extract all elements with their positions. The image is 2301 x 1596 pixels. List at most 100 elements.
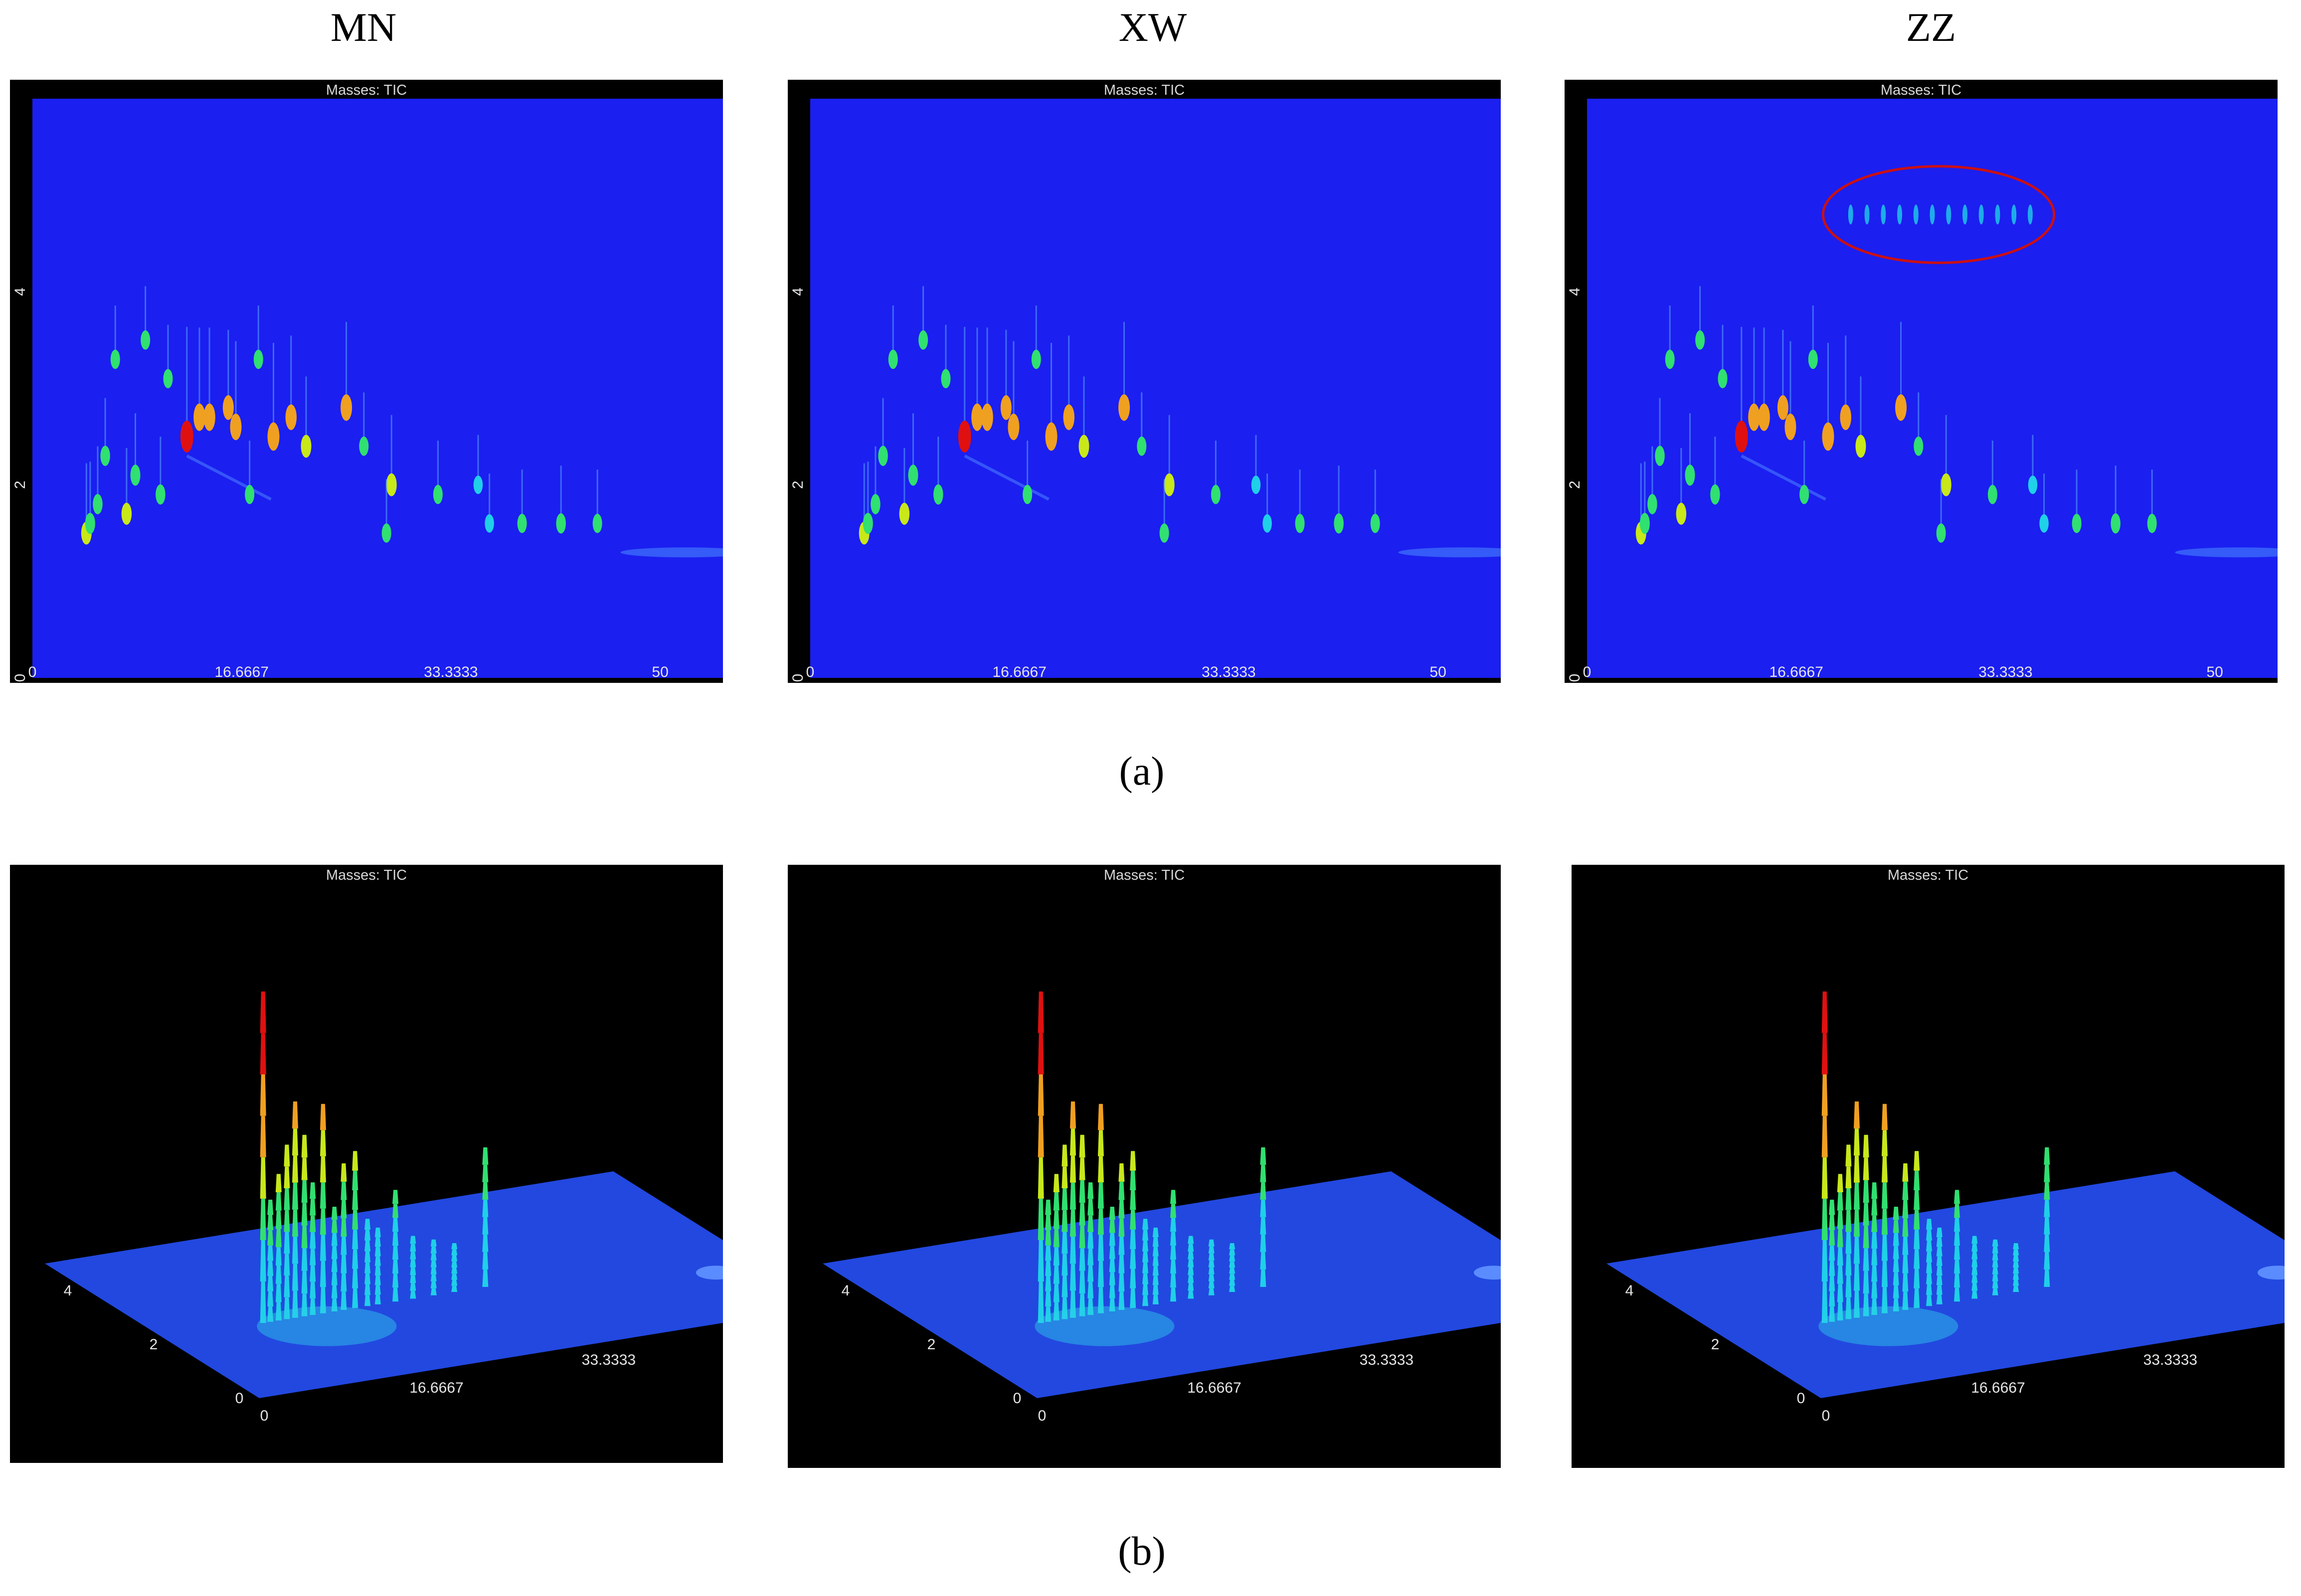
surface-peak-segment — [1853, 1101, 1860, 1129]
surface-peak-segment — [292, 1155, 298, 1183]
surface-peak-segment — [1152, 1266, 1159, 1276]
surface-peak-segment — [410, 1290, 416, 1299]
heatmap-peak — [253, 349, 263, 369]
surface-peak-segment — [1208, 1239, 1215, 1247]
heatmap-bleed — [1398, 547, 1501, 558]
heatmap-peak — [863, 512, 873, 534]
surface-peak-segment — [310, 1249, 316, 1266]
surface-peak-segment — [1152, 1227, 1159, 1238]
surface-peak-segment — [267, 1230, 274, 1246]
heatmap-peak — [1295, 513, 1305, 533]
surface-peak-segment — [1038, 1198, 1044, 1240]
surface-peak-segment — [482, 1164, 489, 1182]
surface-peak-segment — [2044, 1252, 2050, 1270]
surface-peak-segment — [1053, 1192, 1060, 1211]
surface-peak-segment — [2013, 1249, 2019, 1256]
surface-peak-segment — [1829, 1230, 1835, 1246]
surface-peak-segment — [1893, 1233, 1899, 1246]
surface-peak-segment — [1208, 1288, 1215, 1295]
surface-peak-segment — [2013, 1255, 2019, 1262]
heatmap-peak — [110, 349, 120, 369]
surface-peak-segment — [260, 1116, 266, 1157]
surface-peak-segment — [1260, 1269, 1266, 1287]
x-tick-label: 33.3333 — [424, 664, 478, 680]
surface-peak-segment — [1871, 1298, 1878, 1315]
surface-peak-segment — [1087, 1281, 1094, 1298]
surface-peak-segment — [1087, 1249, 1094, 1266]
heatmap-peak — [971, 403, 983, 431]
surface-peak-segment — [292, 1128, 298, 1156]
surface-peak-segment — [1821, 1281, 1828, 1323]
surface-peak-segment — [331, 1272, 338, 1285]
surface-peak-segment — [1045, 1306, 1052, 1322]
surface-peak-segment — [1954, 1218, 1960, 1232]
surface-peak-segment — [1853, 1128, 1860, 1156]
surface-peak-segment — [301, 1203, 308, 1226]
surface-peak-segment — [1893, 1298, 1899, 1312]
surface-cluster-glow — [1818, 1306, 1958, 1346]
surface-peak-segment — [430, 1260, 437, 1268]
surface-peak-segment — [451, 1285, 458, 1292]
surface-peak-segment — [1871, 1281, 1878, 1298]
heatmap-peak — [2147, 513, 2157, 533]
surface-peak-segment — [1069, 1182, 1076, 1210]
surface-peak-segment — [1053, 1265, 1060, 1284]
annotated-peak — [1946, 204, 1951, 225]
surface-peak-segment — [1971, 1290, 1978, 1299]
surface-peak-segment — [1893, 1272, 1899, 1285]
heatmap-peak — [1008, 413, 1020, 441]
heatmap-peak — [1855, 435, 1866, 458]
heatmap-peak — [341, 394, 353, 421]
heatmap-panel-title: Masses: TIC — [1103, 82, 1185, 98]
surface-peak-segment — [482, 1147, 489, 1165]
heatmap-peak — [156, 484, 166, 505]
surface-peak-segment — [1038, 991, 1044, 1033]
surface-peak-segment — [482, 1252, 489, 1270]
surface-peak-segment — [1130, 1249, 1136, 1269]
surface-peak-segment — [1045, 1291, 1052, 1307]
annotated-peak — [1913, 204, 1919, 225]
y-tick-label: 4 — [64, 1282, 72, 1299]
surface-peak-segment — [1971, 1275, 1978, 1283]
annotated-peak — [2027, 204, 2033, 225]
heatmap-streak — [1741, 454, 1826, 501]
heatmap-peak — [1045, 422, 1058, 451]
heatmap-peak — [1164, 473, 1175, 496]
y-tick-label: 2 — [1711, 1336, 1720, 1353]
heatmap-peak — [1078, 435, 1089, 458]
surface-peak-segment — [1045, 1215, 1052, 1231]
surface-peak-segment — [430, 1246, 437, 1254]
surface-peak-segment — [410, 1236, 416, 1244]
x-tick-label: 0 — [260, 1408, 269, 1424]
surface-peak-segment — [1152, 1285, 1159, 1295]
surface-peak-segment — [1902, 1218, 1909, 1237]
surface-peak-segment — [1170, 1260, 1177, 1274]
surface-peak-segment — [1118, 1163, 1125, 1182]
surface-peak-segment — [1260, 1217, 1266, 1235]
surface-peak-segment — [1881, 1235, 1888, 1261]
surface-peak-segment — [1069, 1209, 1076, 1237]
surface-peak-segment — [1845, 1144, 1852, 1167]
x-tick-label: 16.6667 — [409, 1380, 463, 1396]
heatmap-peak — [1914, 436, 1924, 456]
surface-peak-segment — [1053, 1210, 1060, 1229]
surface-peak-segment — [1109, 1272, 1115, 1285]
heatmap-panel-title: Masses: TIC — [326, 82, 407, 98]
surface-peak-segment — [260, 1240, 266, 1282]
x-tick-label: 33.3333 — [1202, 664, 1255, 680]
surface-floor — [1606, 1171, 2285, 1398]
surface-peak-segment — [1863, 1271, 1869, 1294]
surface-peak-segment — [310, 1265, 316, 1282]
surface-peak-segment — [1837, 1192, 1843, 1211]
surface-peak-segment — [1118, 1255, 1125, 1274]
surface-peak-segment — [1992, 1239, 1998, 1247]
heatmap-peak — [1987, 484, 1997, 504]
surface-peak-segment — [2044, 1199, 2050, 1217]
heatmap-peak — [1031, 349, 1041, 369]
surface-peak-segment — [1829, 1215, 1835, 1231]
surface-peak-segment — [1109, 1285, 1115, 1298]
surface-peak-segment — [1142, 1273, 1149, 1284]
heatmap-peak — [1735, 420, 1748, 453]
surface-peak-segment — [2013, 1285, 2019, 1292]
